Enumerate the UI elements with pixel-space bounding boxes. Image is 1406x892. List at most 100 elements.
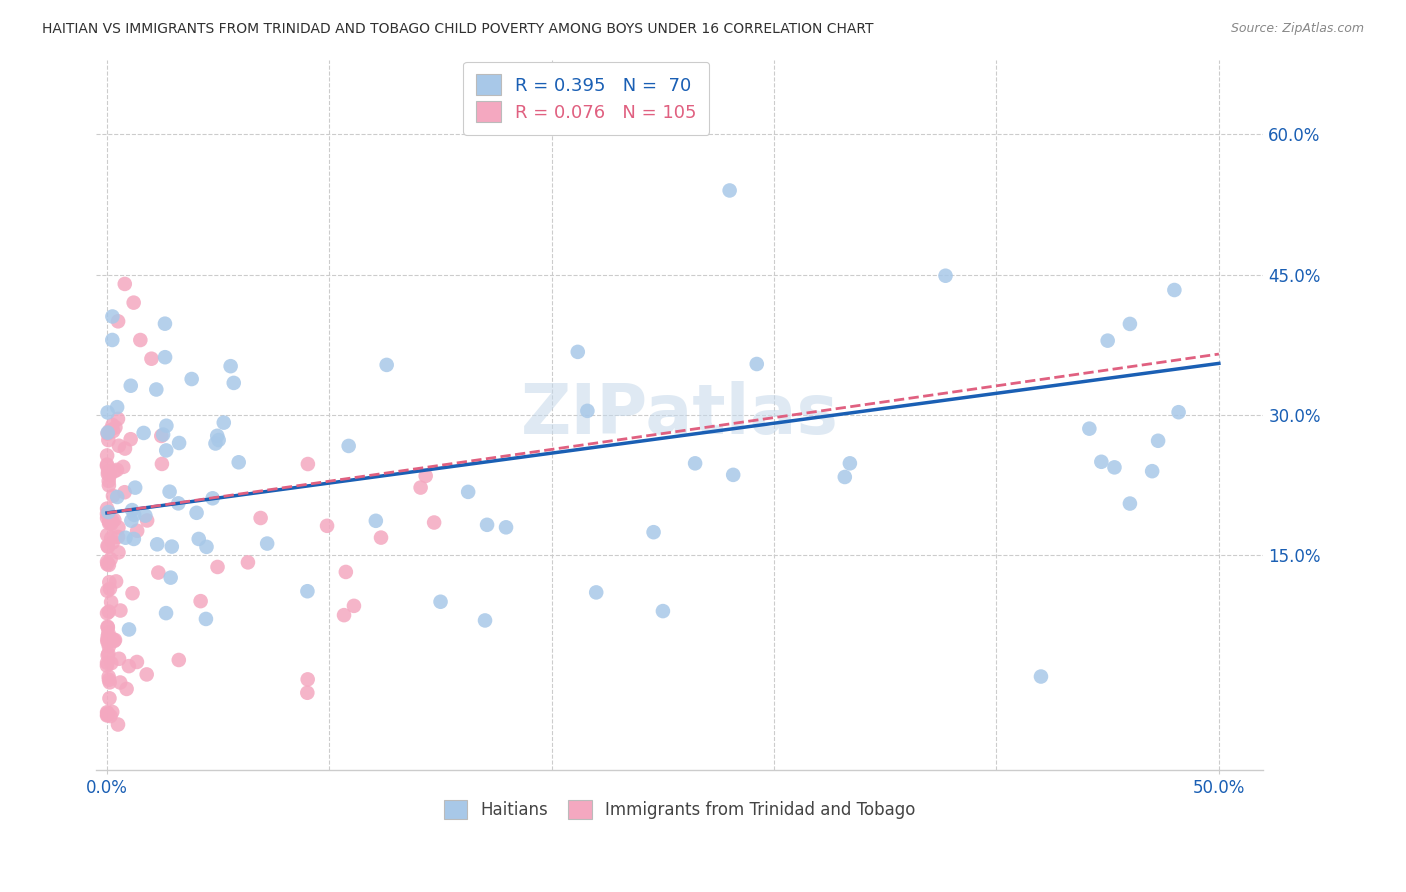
Point xyxy=(101,489,124,503)
Point xyxy=(745,357,768,371)
Point xyxy=(97,605,120,619)
Point xyxy=(114,277,136,291)
Point xyxy=(97,558,120,572)
Point xyxy=(96,656,118,670)
Point xyxy=(201,491,224,506)
Point xyxy=(167,436,190,450)
Point xyxy=(153,317,176,331)
Point xyxy=(1163,283,1185,297)
Point xyxy=(96,507,118,521)
Point xyxy=(97,670,120,684)
Point xyxy=(98,424,121,438)
Point xyxy=(107,530,129,544)
Point xyxy=(122,532,145,546)
Point xyxy=(1097,334,1119,348)
Point xyxy=(108,675,131,690)
Point xyxy=(103,424,125,438)
Point xyxy=(120,514,142,528)
Point xyxy=(187,532,209,546)
Point xyxy=(474,614,496,628)
Point xyxy=(207,560,229,574)
Point xyxy=(121,503,143,517)
Point xyxy=(1119,497,1142,511)
Point xyxy=(96,658,118,673)
Point xyxy=(104,632,127,647)
Legend: Haitians, Immigrants from Trinidad and Tobago: Haitians, Immigrants from Trinidad and T… xyxy=(437,793,922,826)
Point xyxy=(97,635,120,649)
Point xyxy=(364,514,387,528)
Point xyxy=(150,429,173,443)
Point xyxy=(100,595,122,609)
Point xyxy=(120,432,142,446)
Point xyxy=(208,433,231,447)
Point xyxy=(145,383,167,397)
Point xyxy=(337,439,360,453)
Point xyxy=(100,552,122,566)
Text: Source: ZipAtlas.com: Source: ZipAtlas.com xyxy=(1230,22,1364,36)
Point xyxy=(98,582,121,596)
Point xyxy=(136,513,159,527)
Point xyxy=(96,539,118,553)
Point xyxy=(100,531,122,545)
Point xyxy=(1078,422,1101,436)
Point xyxy=(97,425,120,440)
Point xyxy=(98,673,121,687)
Point xyxy=(104,420,127,434)
Point xyxy=(1090,455,1112,469)
Point xyxy=(186,506,208,520)
Point xyxy=(370,531,392,545)
Point xyxy=(98,516,121,530)
Point xyxy=(100,656,122,670)
Point xyxy=(101,632,124,646)
Point xyxy=(103,513,125,527)
Point xyxy=(333,608,356,623)
Point xyxy=(114,485,136,500)
Point xyxy=(167,653,190,667)
Point xyxy=(651,604,673,618)
Point xyxy=(409,481,432,495)
Point xyxy=(297,584,319,599)
Point xyxy=(97,648,120,663)
Point xyxy=(96,528,118,542)
Point xyxy=(585,585,607,599)
Point xyxy=(100,516,122,531)
Point xyxy=(101,535,124,549)
Point xyxy=(107,314,129,328)
Point xyxy=(97,620,120,634)
Point xyxy=(105,574,128,589)
Point xyxy=(124,481,146,495)
Point xyxy=(1167,405,1189,419)
Point xyxy=(643,525,665,540)
Point xyxy=(97,629,120,643)
Point xyxy=(107,545,129,559)
Point xyxy=(134,508,156,523)
Point xyxy=(153,350,176,364)
Point xyxy=(167,496,190,510)
Point xyxy=(96,511,118,525)
Point xyxy=(1104,460,1126,475)
Point xyxy=(97,540,120,554)
Point xyxy=(98,515,121,529)
Point xyxy=(96,557,118,571)
Point xyxy=(96,583,118,598)
Point xyxy=(159,571,181,585)
Point xyxy=(96,706,118,720)
Point xyxy=(105,463,128,477)
Point xyxy=(127,524,149,538)
Point xyxy=(219,359,242,374)
Point xyxy=(97,433,120,447)
Point xyxy=(112,459,135,474)
Point xyxy=(97,647,120,661)
Point xyxy=(120,378,142,392)
Point xyxy=(121,586,143,600)
Point xyxy=(135,667,157,681)
Point xyxy=(98,468,121,483)
Point xyxy=(103,464,125,478)
Point xyxy=(297,457,319,471)
Point xyxy=(96,606,118,620)
Point xyxy=(125,655,148,669)
Point xyxy=(96,458,118,472)
Point xyxy=(101,417,124,432)
Point xyxy=(212,416,235,430)
Point xyxy=(721,467,744,482)
